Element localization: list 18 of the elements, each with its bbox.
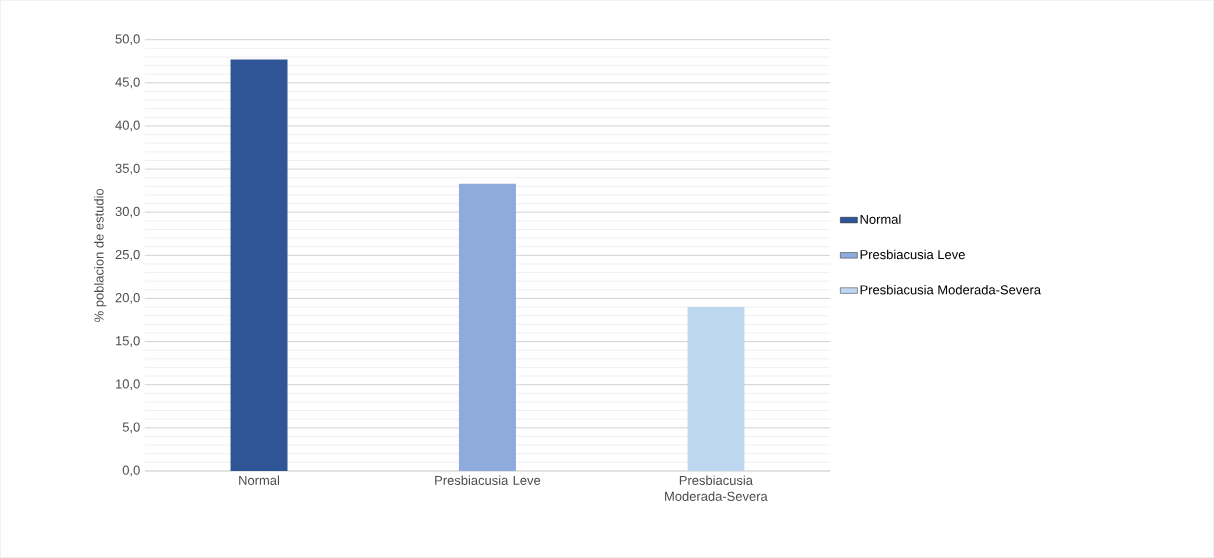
x-tick-label: Presbiacusia Leve: [435, 475, 541, 486]
y-tick-label: 50,0: [115, 34, 140, 46]
x-tick-label: Presbiacusia Moderada-Severa: [665, 475, 768, 502]
legend-label: Presbiacusia Moderada-Severa: [860, 285, 1042, 295]
y-tick-label: 35,0: [115, 163, 140, 175]
y-tick-label: 0,0: [122, 465, 140, 477]
y-axis-title: % poblacion de estudio: [94, 189, 107, 323]
y-tick-label: 15,0: [116, 336, 140, 348]
y-tick-label: 45,0: [115, 77, 140, 89]
legend-label: Presbiacusia Leve: [860, 249, 965, 260]
x-tick-label: Normal: [239, 475, 280, 486]
y-tick-label: 30,0: [115, 207, 140, 218]
y-tick-label: 10,0: [116, 379, 140, 391]
y-tick-label: 40,0: [115, 120, 140, 132]
legend-label: Normal: [860, 214, 901, 225]
y-tick-label: 20,0: [115, 293, 140, 304]
y-tick-label: 5,0: [122, 422, 140, 434]
y-tick-label: 25,0: [115, 250, 140, 261]
